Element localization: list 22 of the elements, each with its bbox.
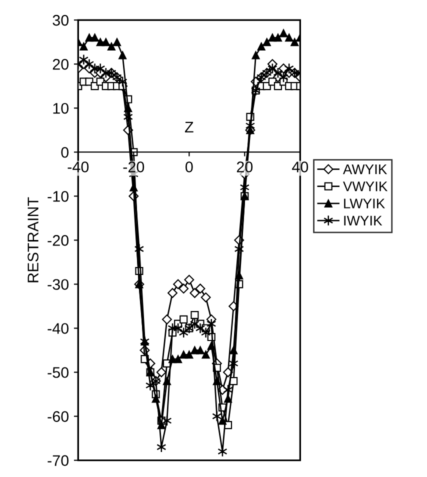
- x-tick-label: 40: [292, 162, 308, 172]
- y-axis-title: RESTRAINT: [28, 197, 38, 282]
- x-tick-label: 20: [236, 162, 253, 172]
- legend-label: IWYIK: [344, 216, 382, 226]
- y-tick-label: -20: [48, 235, 69, 246]
- x-tick-label: -20: [123, 162, 144, 172]
- legend-label: AWYIK: [342, 164, 388, 174]
- x-tick-label: 0: [186, 162, 193, 172]
- x-tick-label: -40: [68, 162, 89, 172]
- x-axis-title: Z: [184, 122, 194, 132]
- legend-label: LWYIK: [344, 198, 385, 208]
- y-tick-label: 0: [61, 146, 69, 158]
- legend-label: VWYIK: [343, 182, 388, 192]
- y-tick-label: -70: [48, 455, 69, 466]
- y-tick-label: -50: [48, 367, 69, 378]
- y-tick-label: -10: [48, 191, 69, 202]
- y-tick-label: -40: [48, 323, 69, 334]
- y-tick-label: 30: [52, 14, 69, 26]
- y-tick-label: -60: [48, 411, 69, 422]
- y-tick-label: -30: [48, 279, 69, 290]
- y-tick-label: 20: [52, 58, 69, 70]
- y-tick-label: 10: [53, 102, 69, 114]
